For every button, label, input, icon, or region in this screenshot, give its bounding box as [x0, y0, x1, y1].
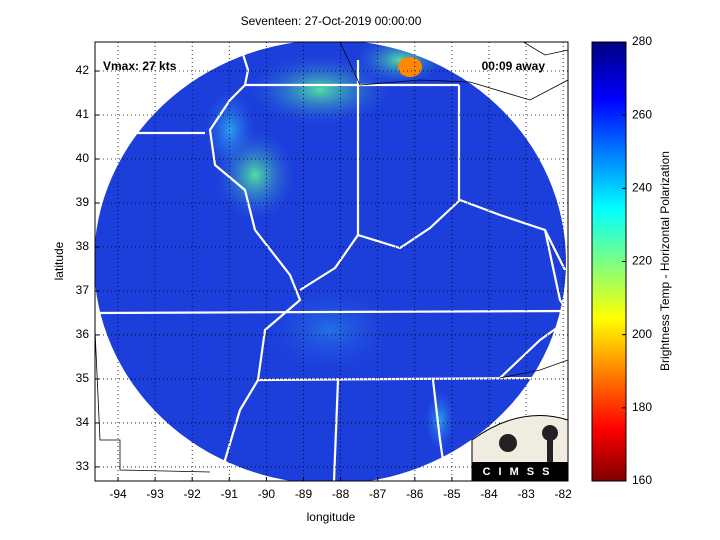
- y-axis-label: latitude: [52, 241, 66, 280]
- x-tick-label: -86: [406, 487, 424, 501]
- y-tick-label: 41: [76, 107, 90, 121]
- chart-title: Seventeen: 27-Oct-2019 00:00:00: [241, 14, 422, 28]
- x-tick-label: -84: [480, 487, 498, 501]
- colorbar: [591, 41, 627, 482]
- colorbar-tick-label: 180: [632, 400, 652, 414]
- x-tick-label: -89: [295, 487, 313, 501]
- x-axis-label: longitude: [307, 510, 356, 524]
- x-tick-label: -85: [443, 487, 461, 501]
- x-tick-label: -90: [258, 487, 276, 501]
- x-tick-label: -82: [555, 487, 573, 501]
- y-tick-label: 33: [76, 459, 90, 473]
- x-tick-label: -92: [184, 487, 202, 501]
- y-tick-label: 37: [76, 283, 90, 297]
- colorbar-tick-label: 160: [632, 473, 652, 487]
- logo-text: CIMSS: [483, 466, 558, 478]
- map-area: [95, 42, 568, 481]
- colorbar-label: Brightness Temp - Horizontal Polarizatio…: [658, 151, 672, 371]
- outer-boundaries: [95, 42, 568, 473]
- y-tick-label: 35: [76, 371, 90, 385]
- plot-frame: [94, 41, 569, 482]
- y-tick-label: 38: [76, 239, 90, 253]
- x-tick-label: -87: [369, 487, 387, 501]
- radiometer-swath: [95, 42, 566, 481]
- colorbar-tick-label: 260: [632, 107, 652, 121]
- y-tick-label: 40: [76, 151, 90, 165]
- x-tick-label: -83: [517, 487, 535, 501]
- logo: CIMSS: [471, 415, 569, 482]
- colorbar-tick-label: 240: [632, 181, 652, 195]
- y-tick-label: 39: [76, 195, 90, 209]
- annotation: Vmax: 27 kts: [103, 59, 177, 73]
- y-tick-label: 42: [76, 63, 90, 77]
- y-tick-label: 34: [76, 415, 90, 429]
- x-tick-label: -94: [109, 487, 127, 501]
- grid: [95, 42, 568, 481]
- y-tick-label: 36: [76, 327, 90, 341]
- colorbar-tick-label: 280: [632, 34, 652, 48]
- colorbar-tick-label: 200: [632, 327, 652, 341]
- colorbar-tick-label: 220: [632, 254, 652, 268]
- x-tick-label: -91: [221, 487, 239, 501]
- x-tick-label: -93: [146, 487, 164, 501]
- x-tick-label: -88: [332, 487, 350, 501]
- annotation: 00:09 away: [482, 59, 546, 73]
